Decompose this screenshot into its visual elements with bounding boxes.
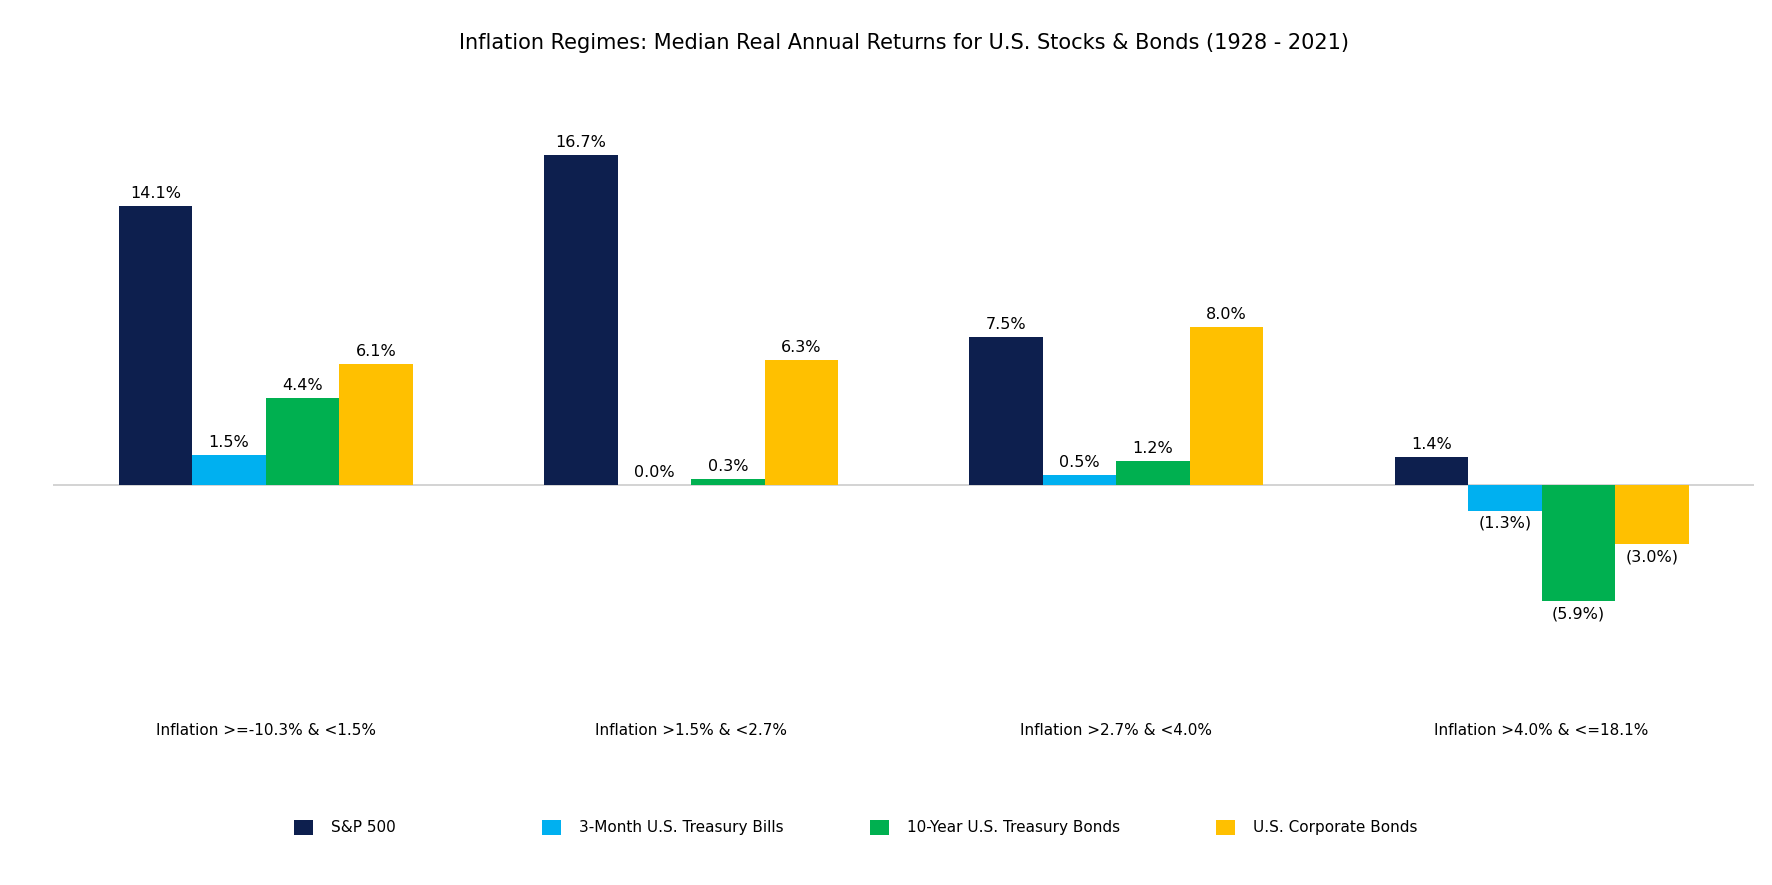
Text: Inflation >2.7% & <4.0%: Inflation >2.7% & <4.0% — [1021, 723, 1212, 737]
Text: (1.3%): (1.3%) — [1478, 515, 1531, 530]
Bar — [1189, 327, 1263, 485]
Text: 8.0%: 8.0% — [1207, 307, 1247, 322]
Text: 7.5%: 7.5% — [985, 317, 1026, 332]
Text: Inflation >4.0% & <=18.1%: Inflation >4.0% & <=18.1% — [1435, 723, 1648, 737]
Text: 6.1%: 6.1% — [356, 344, 397, 359]
Bar — [193, 455, 266, 485]
Text: 0.3%: 0.3% — [707, 459, 748, 474]
Text: 16.7%: 16.7% — [555, 135, 606, 150]
Bar — [969, 336, 1044, 485]
Text: 1.4%: 1.4% — [1411, 437, 1451, 452]
Text: 10-Year U.S. Treasury Bonds: 10-Year U.S. Treasury Bonds — [907, 820, 1120, 835]
Title: Inflation Regimes: Median Real Annual Returns for U.S. Stocks & Bonds (1928 - 20: Inflation Regimes: Median Real Annual Re… — [459, 33, 1348, 53]
Bar — [691, 479, 764, 485]
Text: 6.3%: 6.3% — [781, 341, 822, 356]
Text: 0.5%: 0.5% — [1060, 455, 1100, 470]
Bar — [1614, 485, 1689, 544]
Text: 14.1%: 14.1% — [129, 186, 181, 201]
Bar — [764, 360, 838, 485]
Bar — [1542, 485, 1614, 602]
Text: U.S. Corporate Bonds: U.S. Corporate Bonds — [1253, 820, 1418, 835]
Text: Inflation >=-10.3% & <1.5%: Inflation >=-10.3% & <1.5% — [156, 723, 376, 737]
Bar — [119, 206, 193, 485]
Bar — [1044, 475, 1116, 485]
Bar — [544, 155, 618, 485]
Bar — [338, 365, 413, 485]
Text: Inflation >1.5% & <2.7%: Inflation >1.5% & <2.7% — [595, 723, 787, 737]
Text: S&P 500: S&P 500 — [331, 820, 397, 835]
Text: 1.2%: 1.2% — [1132, 442, 1173, 456]
Bar — [1395, 458, 1469, 485]
Bar — [1469, 485, 1542, 511]
Bar — [1116, 461, 1189, 485]
Text: 3-Month U.S. Treasury Bills: 3-Month U.S. Treasury Bills — [579, 820, 783, 835]
Text: 0.0%: 0.0% — [634, 465, 675, 480]
Text: (5.9%): (5.9%) — [1552, 606, 1605, 621]
Text: 4.4%: 4.4% — [282, 378, 323, 393]
Bar — [266, 398, 338, 485]
Text: (3.0%): (3.0%) — [1625, 549, 1678, 564]
Text: 1.5%: 1.5% — [209, 435, 250, 450]
